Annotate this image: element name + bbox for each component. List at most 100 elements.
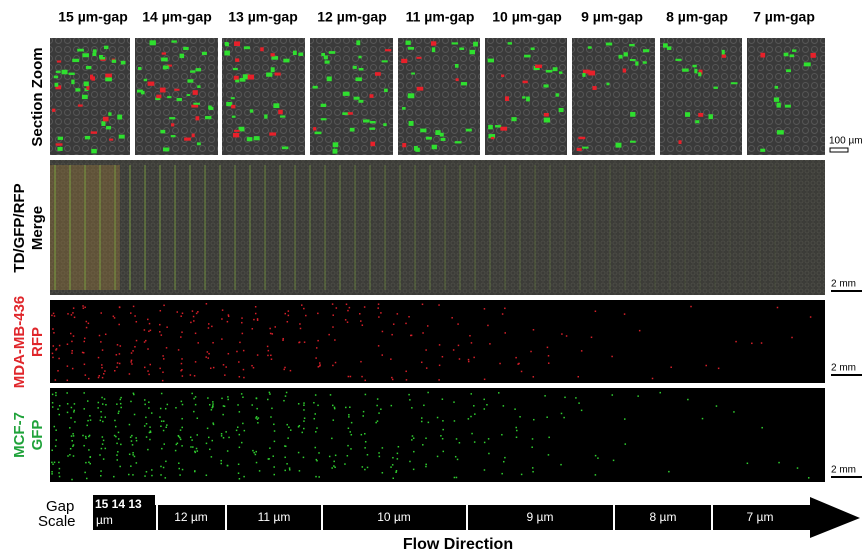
- cell-spot: [454, 63, 459, 68]
- cell-spot: [349, 406, 351, 408]
- cell-spot: [132, 350, 134, 352]
- flow-arrow: [155, 497, 860, 538]
- cell-spot: [83, 363, 86, 366]
- cell-spot: [594, 454, 597, 457]
- cell-spot: [362, 410, 365, 413]
- cell-spot: [195, 312, 198, 315]
- cell-spot: [274, 72, 281, 76]
- cell-spot: [364, 393, 367, 396]
- cell-spot: [255, 397, 258, 399]
- cell-spot: [82, 351, 85, 354]
- cell-spot: [238, 478, 241, 480]
- cell-spot: [347, 444, 349, 447]
- cell-spot: [420, 128, 427, 133]
- cell-spot: [266, 345, 269, 348]
- cell-spot: [72, 335, 75, 337]
- cell-spot: [180, 315, 182, 317]
- cell-spot: [104, 333, 107, 336]
- cell-spot: [150, 412, 153, 414]
- cell-spot: [511, 117, 517, 122]
- cell-spot: [71, 350, 73, 352]
- cell-spot: [269, 327, 271, 330]
- cell-spot: [391, 333, 393, 336]
- cell-spot: [100, 475, 102, 477]
- cell-spot: [458, 358, 461, 360]
- cell-spot: [159, 309, 162, 312]
- cell-spot: [594, 474, 597, 476]
- cell-spot: [515, 426, 517, 429]
- cell-spot: [582, 69, 590, 74]
- cell-spot: [469, 49, 476, 55]
- cell-spot: [733, 411, 735, 413]
- cell-spot: [102, 420, 104, 423]
- cell-spot: [85, 326, 88, 329]
- cell-spot: [623, 52, 628, 57]
- cell-spot: [53, 315, 56, 317]
- cell-spot: [208, 352, 210, 355]
- cell-spot: [73, 403, 76, 405]
- cell-spot: [346, 321, 349, 323]
- cell-spot: [623, 313, 626, 315]
- cell-spot: [149, 363, 152, 366]
- cell-spot: [212, 366, 215, 369]
- cell-spot: [456, 458, 459, 461]
- cell-spot: [149, 438, 151, 441]
- cell-spot: [514, 408, 516, 410]
- cell-spot: [454, 455, 457, 458]
- cell-spot: [257, 422, 259, 424]
- cell-spot: [104, 370, 106, 372]
- cell-spot: [430, 41, 437, 46]
- cell-spot: [147, 348, 149, 350]
- cell-spot: [85, 437, 87, 440]
- cell-spot: [118, 323, 120, 326]
- cell-spot: [85, 461, 87, 464]
- cell-spot: [488, 452, 490, 455]
- cell-spot: [421, 303, 424, 306]
- cell-spot: [165, 426, 167, 428]
- cell-spot: [283, 399, 285, 402]
- cell-spot: [459, 47, 465, 50]
- cell-spot: [117, 451, 119, 453]
- cell-spot: [409, 399, 411, 401]
- cell-spot: [361, 324, 364, 326]
- cell-spot: [99, 419, 102, 422]
- cell-spot: [377, 303, 380, 305]
- cell-spot: [483, 408, 486, 410]
- cell-spot: [292, 50, 297, 56]
- cell-spot: [194, 451, 197, 454]
- cell-spot: [91, 76, 96, 81]
- cell-spot: [51, 352, 54, 355]
- cell-spot: [458, 442, 461, 444]
- gap-segment-label: 7 µm: [747, 510, 774, 524]
- cell-spot: [222, 364, 225, 366]
- cell-spot: [175, 407, 177, 409]
- cell-spot: [380, 312, 382, 314]
- cell-spot: [177, 434, 180, 437]
- cell-spot: [272, 455, 274, 457]
- cell-spot: [366, 453, 369, 456]
- cell-spot: [66, 411, 69, 414]
- cell-spot: [501, 313, 504, 315]
- cell-spot: [410, 334, 412, 337]
- cell-spot: [721, 54, 726, 58]
- cell-spot: [116, 362, 119, 364]
- cell-spot: [334, 454, 337, 457]
- cell-spot: [314, 413, 317, 415]
- cell-spot: [149, 430, 152, 432]
- cell-spot: [395, 471, 397, 474]
- cell-spot: [284, 445, 286, 447]
- cell-spot: [55, 70, 61, 73]
- cell-spot: [207, 323, 210, 325]
- cell-spot: [197, 85, 201, 88]
- cell-spot: [535, 64, 543, 68]
- cell-spot: [193, 397, 195, 400]
- cell-spot: [298, 341, 300, 344]
- cell-spot: [457, 344, 460, 347]
- row-label: GFP: [29, 420, 46, 451]
- cell-spot: [267, 458, 270, 460]
- cell-spot: [159, 331, 161, 333]
- cell-spot: [58, 357, 60, 360]
- cell-spot: [426, 325, 429, 327]
- cell-spot: [442, 450, 445, 453]
- cell-spot: [278, 109, 283, 115]
